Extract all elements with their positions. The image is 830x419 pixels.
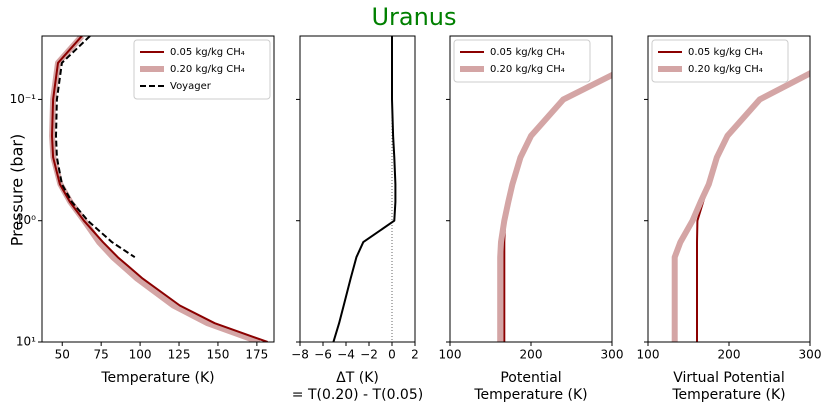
profile-line	[51, 36, 268, 342]
x-tick-label: 2	[411, 348, 419, 362]
x-tick-label: −4	[337, 348, 355, 362]
y-tick-label: 10¹	[16, 335, 36, 349]
plot-area	[497, 71, 612, 342]
profile-line	[497, 71, 612, 342]
profile-line	[671, 70, 810, 342]
x-tick-label: 125	[168, 348, 191, 362]
x-tick-label: 100	[637, 348, 660, 362]
legend-label: 0.05 kg/kg CH₄	[688, 47, 763, 58]
x-tick-label: 0	[388, 348, 396, 362]
x-axis-label: Temperature (K)	[100, 370, 214, 386]
x-axis-label: Temperature (K)	[671, 387, 785, 403]
x-tick-label: −8	[291, 348, 309, 362]
x-tick-label: 175	[245, 348, 268, 362]
x-tick-label: 200	[718, 348, 741, 362]
legend-label: 0.20 kg/kg CH₄	[688, 64, 763, 75]
x-tick-label: 100	[129, 348, 152, 362]
legend-label: 0.20 kg/kg CH₄	[170, 64, 245, 75]
axes-frame	[41, 35, 275, 343]
plot-area	[332, 36, 397, 342]
legend-label: Voyager	[170, 81, 212, 92]
y-axis-label: Pressure (bar)	[8, 134, 27, 246]
x-axis-label: Virtual Potential	[673, 370, 785, 386]
x-tick-label: −6	[314, 348, 332, 362]
legend-box	[651, 39, 789, 83]
legend-label: 0.20 kg/kg CH₄	[490, 64, 565, 75]
x-axis-label: Potential	[500, 370, 561, 386]
x-axis-label: ΔT (K)	[336, 370, 379, 386]
y-tick-label: 10⁰	[16, 213, 36, 227]
plot-area	[671, 70, 810, 342]
x-tick-label: 300	[799, 348, 822, 362]
x-tick-label: 50	[55, 348, 70, 362]
plot-area	[49, 36, 268, 342]
x-tick-label: 100	[439, 348, 462, 362]
x-tick-label: 75	[94, 348, 109, 362]
profile-line	[332, 36, 397, 342]
figure-title: Uranus	[371, 3, 456, 31]
y-tick-label: 10⁻¹	[10, 92, 37, 106]
profile-line	[55, 36, 136, 259]
x-tick-label: 150	[206, 348, 229, 362]
legend-label: 0.05 kg/kg CH₄	[170, 47, 245, 58]
x-tick-label: −2	[360, 348, 378, 362]
x-tick-label: 300	[601, 348, 624, 362]
legend-box	[133, 39, 271, 100]
x-axis-label: Temperature (K)	[473, 387, 587, 403]
legend-label: 0.05 kg/kg CH₄	[490, 47, 565, 58]
x-axis-label: = T(0.20) - T(0.05)	[292, 387, 423, 403]
x-tick-label: 200	[520, 348, 543, 362]
legend-box	[453, 39, 591, 83]
axes-frame	[299, 35, 416, 343]
